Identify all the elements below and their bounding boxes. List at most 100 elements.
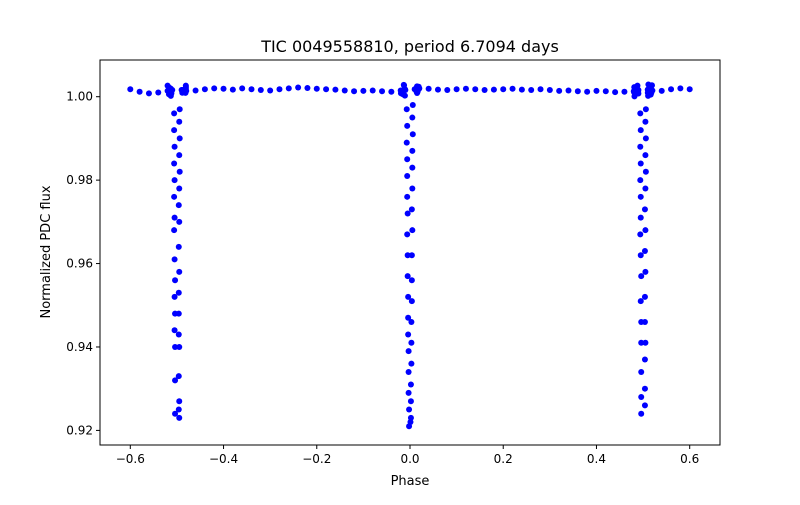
y-tick-label: 0.98 bbox=[66, 173, 93, 187]
eclipse-point bbox=[638, 339, 645, 346]
data-point bbox=[528, 87, 535, 94]
eclipse-point bbox=[637, 231, 644, 238]
eclipse-point bbox=[176, 135, 183, 142]
x-axis-ticks: −0.6 −0.4 −0.2 0.0 0.2 0.4 0.6 bbox=[116, 445, 699, 466]
y-tick-label: 0.96 bbox=[66, 257, 93, 271]
eclipse-point bbox=[403, 139, 410, 146]
data-point bbox=[416, 85, 423, 92]
eclipse-point bbox=[642, 135, 649, 142]
data-point bbox=[635, 87, 642, 94]
eclipse-point bbox=[638, 410, 645, 417]
eclipse-point bbox=[638, 273, 645, 280]
data-point bbox=[127, 86, 134, 93]
eclipse-point bbox=[405, 331, 412, 338]
data-point bbox=[201, 86, 208, 93]
eclipse-point bbox=[407, 398, 414, 405]
eclipse-point bbox=[642, 227, 649, 234]
data-point bbox=[211, 85, 218, 92]
eclipse-point bbox=[641, 402, 648, 409]
eclipse-point bbox=[405, 369, 412, 376]
eclipse-point bbox=[642, 185, 649, 192]
data-point bbox=[341, 87, 348, 94]
data-point bbox=[444, 87, 451, 94]
x-tick-label: −0.4 bbox=[209, 452, 238, 466]
eclipse-point bbox=[409, 227, 416, 234]
data-point bbox=[677, 85, 684, 92]
chart-title: TIC 0049558810, period 6.7094 days bbox=[260, 37, 559, 56]
eclipse-point bbox=[176, 343, 183, 350]
eclipse-point bbox=[409, 164, 416, 171]
y-tick-label: 0.92 bbox=[66, 423, 93, 437]
eclipse-point bbox=[641, 206, 648, 213]
data-point bbox=[593, 87, 600, 94]
data-point bbox=[481, 87, 488, 94]
data-point bbox=[169, 87, 176, 94]
eclipse-point bbox=[408, 206, 415, 213]
eclipse-point bbox=[175, 331, 182, 338]
y-tick-label: 1.00 bbox=[66, 90, 93, 104]
eclipse-point bbox=[175, 310, 182, 317]
eclipse-point bbox=[175, 202, 182, 209]
eclipse-point bbox=[172, 410, 179, 417]
eclipse-point bbox=[405, 293, 412, 300]
data-point bbox=[155, 89, 162, 96]
eclipse-point bbox=[641, 318, 648, 325]
data-point bbox=[369, 87, 376, 94]
eclipse-point bbox=[171, 177, 178, 184]
eclipse-point bbox=[404, 231, 411, 238]
data-point bbox=[323, 86, 330, 93]
eclipse-point bbox=[176, 152, 183, 159]
eclipse-point bbox=[171, 214, 178, 221]
eclipse-point bbox=[408, 298, 415, 305]
eclipse-point bbox=[403, 106, 410, 113]
data-point bbox=[686, 86, 693, 93]
data-point bbox=[602, 88, 609, 95]
eclipse-point bbox=[637, 298, 644, 305]
eclipse-point bbox=[176, 168, 183, 175]
data-point bbox=[136, 88, 143, 95]
x-tick-label: −0.6 bbox=[116, 452, 145, 466]
eclipse-point bbox=[404, 122, 411, 129]
eclipse-point bbox=[642, 118, 649, 125]
eclipse-point bbox=[638, 369, 645, 376]
data-point bbox=[192, 87, 199, 94]
eclipse-point bbox=[637, 252, 644, 259]
eclipse-point bbox=[642, 339, 649, 346]
data-point bbox=[630, 88, 637, 95]
y-tick-label: 0.94 bbox=[66, 340, 93, 354]
eclipse-point bbox=[409, 185, 416, 192]
data-point bbox=[537, 86, 544, 93]
data-point bbox=[239, 85, 246, 92]
eclipse-point bbox=[404, 273, 411, 280]
eclipse-point bbox=[176, 268, 183, 275]
data-point bbox=[402, 87, 409, 94]
eclipse-point bbox=[408, 360, 415, 367]
eclipse-point bbox=[404, 193, 411, 200]
data-point bbox=[313, 85, 320, 92]
eclipse-point bbox=[408, 277, 415, 284]
eclipse-point bbox=[176, 185, 183, 192]
eclipse-point bbox=[641, 248, 648, 255]
eclipse-point bbox=[176, 118, 183, 125]
eclipse-point bbox=[409, 114, 416, 121]
eclipse-point bbox=[637, 160, 644, 167]
eclipse-point bbox=[175, 289, 182, 296]
data-point bbox=[668, 86, 675, 93]
x-tick-label: 0.0 bbox=[400, 452, 419, 466]
eclipse-point bbox=[407, 381, 414, 388]
eclipse-point bbox=[641, 385, 648, 392]
x-axis-label: Phase bbox=[391, 474, 430, 489]
data-point bbox=[546, 87, 553, 94]
data-point bbox=[556, 87, 563, 94]
data-point bbox=[182, 82, 189, 89]
eclipse-point bbox=[409, 131, 416, 138]
eclipse-point bbox=[175, 406, 182, 413]
eclipse-point bbox=[176, 106, 183, 113]
data-point bbox=[434, 86, 441, 93]
eclipse-point bbox=[171, 227, 178, 234]
eclipse-point bbox=[172, 377, 179, 384]
data-point bbox=[178, 87, 185, 94]
data-point bbox=[295, 84, 302, 91]
eclipse-point bbox=[172, 343, 179, 350]
